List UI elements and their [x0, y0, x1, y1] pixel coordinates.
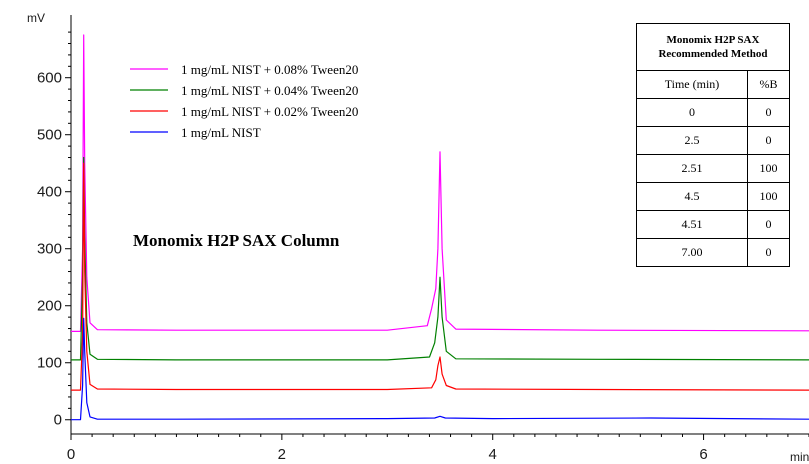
legend-label: 1 mg/mL NIST [181, 125, 261, 140]
y-tick-label: 600 [37, 70, 62, 87]
method-table-body: 0 0 2.5 0 2.51 100 4.5 100 4.51 0 7.00 0 [636, 98, 790, 267]
x-tick-label: 6 [699, 446, 707, 463]
method-table: Monomix H2P SAX Recommended Method Time … [636, 23, 790, 267]
x-tick-label: 4 [489, 446, 497, 463]
method-table-row: 4.51 0 [636, 210, 790, 239]
time-cell: 2.5 [636, 126, 748, 155]
series-line-1 [71, 34, 809, 332]
column-annotation: Monomix H2P SAX Column [133, 231, 340, 250]
x-tick-label: 2 [278, 446, 286, 463]
y-tick-label: 500 [37, 127, 62, 144]
percent-b-cell: 0 [747, 126, 790, 155]
time-cell: 2.51 [636, 154, 748, 183]
time-cell: 0 [636, 98, 748, 127]
method-table-title: Monomix H2P SAX Recommended Method [636, 23, 790, 71]
y-tick-label: 400 [37, 184, 62, 201]
time-cell: 7.00 [636, 238, 748, 267]
series-line-3 [71, 162, 809, 391]
y-axis-unit-label: mV [27, 11, 45, 25]
legend-label: 1 mg/mL NIST + 0.04% Tween20 [181, 83, 358, 98]
method-table-row: 4.5 100 [636, 182, 790, 211]
percent-b-cell: 100 [747, 182, 790, 211]
percent-b-cell: 0 [747, 210, 790, 239]
percent-b-column-header: %B [747, 70, 790, 99]
legend-label: 1 mg/mL NIST + 0.02% Tween20 [181, 104, 358, 119]
time-column-header: Time (min) [636, 70, 748, 99]
percent-b-cell: 100 [747, 154, 790, 183]
y-tick-label: 200 [37, 298, 62, 315]
y-tick-label: 300 [37, 241, 62, 258]
method-table-row: 2.51 100 [636, 154, 790, 183]
legend-label: 1 mg/mL NIST + 0.08% Tween20 [181, 62, 358, 77]
series-line-2 [71, 156, 809, 361]
time-cell: 4.51 [636, 210, 748, 239]
x-tick-label: 0 [67, 446, 75, 463]
x-axis-unit-label: min [790, 450, 809, 464]
method-table-row: 2.5 0 [636, 126, 790, 155]
method-table-row: 7.00 0 [636, 238, 790, 267]
y-tick-label: 100 [37, 355, 62, 372]
time-cell: 4.5 [636, 182, 748, 211]
percent-b-cell: 0 [747, 238, 790, 267]
series-line-4 [71, 317, 809, 421]
percent-b-cell: 0 [747, 98, 790, 127]
y-tick-label: 0 [54, 412, 62, 429]
